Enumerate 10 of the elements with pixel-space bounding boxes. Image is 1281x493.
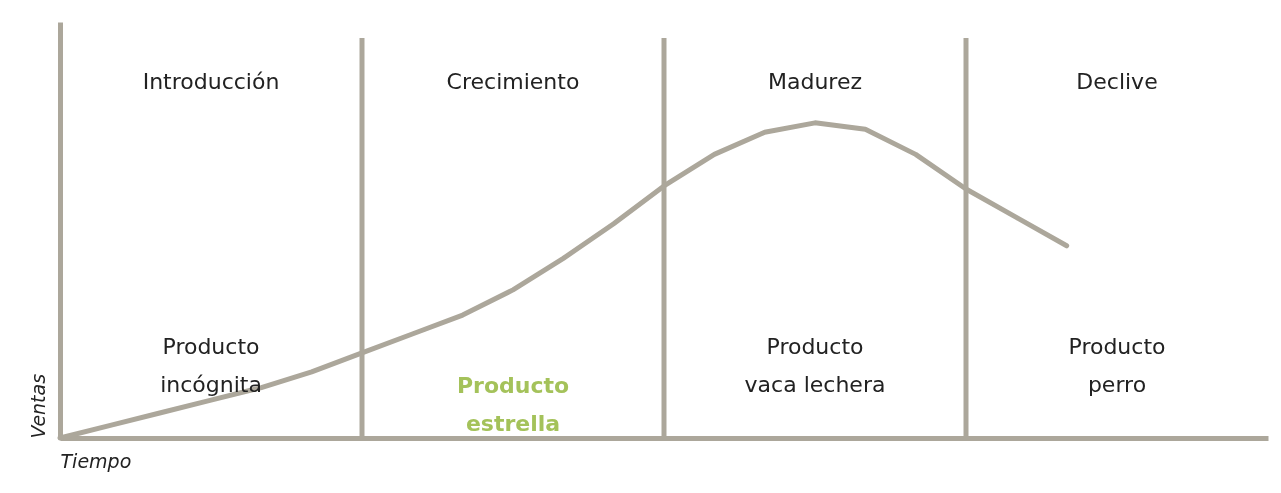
y-axis-title: Ventas bbox=[26, 373, 49, 439]
text: Introducción bbox=[142, 69, 280, 94]
annotation: Producto estrella bbox=[456, 373, 570, 436]
text: Declive bbox=[1076, 69, 1158, 94]
annotation: Producto vaca lechera bbox=[744, 334, 886, 397]
x-axis-title: Tiempo bbox=[60, 449, 132, 472]
annotation: Producto perro bbox=[1068, 334, 1166, 397]
text: Crecimiento bbox=[446, 69, 580, 94]
text: Madurez bbox=[767, 69, 863, 94]
annotation: Producto incógnita bbox=[160, 334, 262, 397]
